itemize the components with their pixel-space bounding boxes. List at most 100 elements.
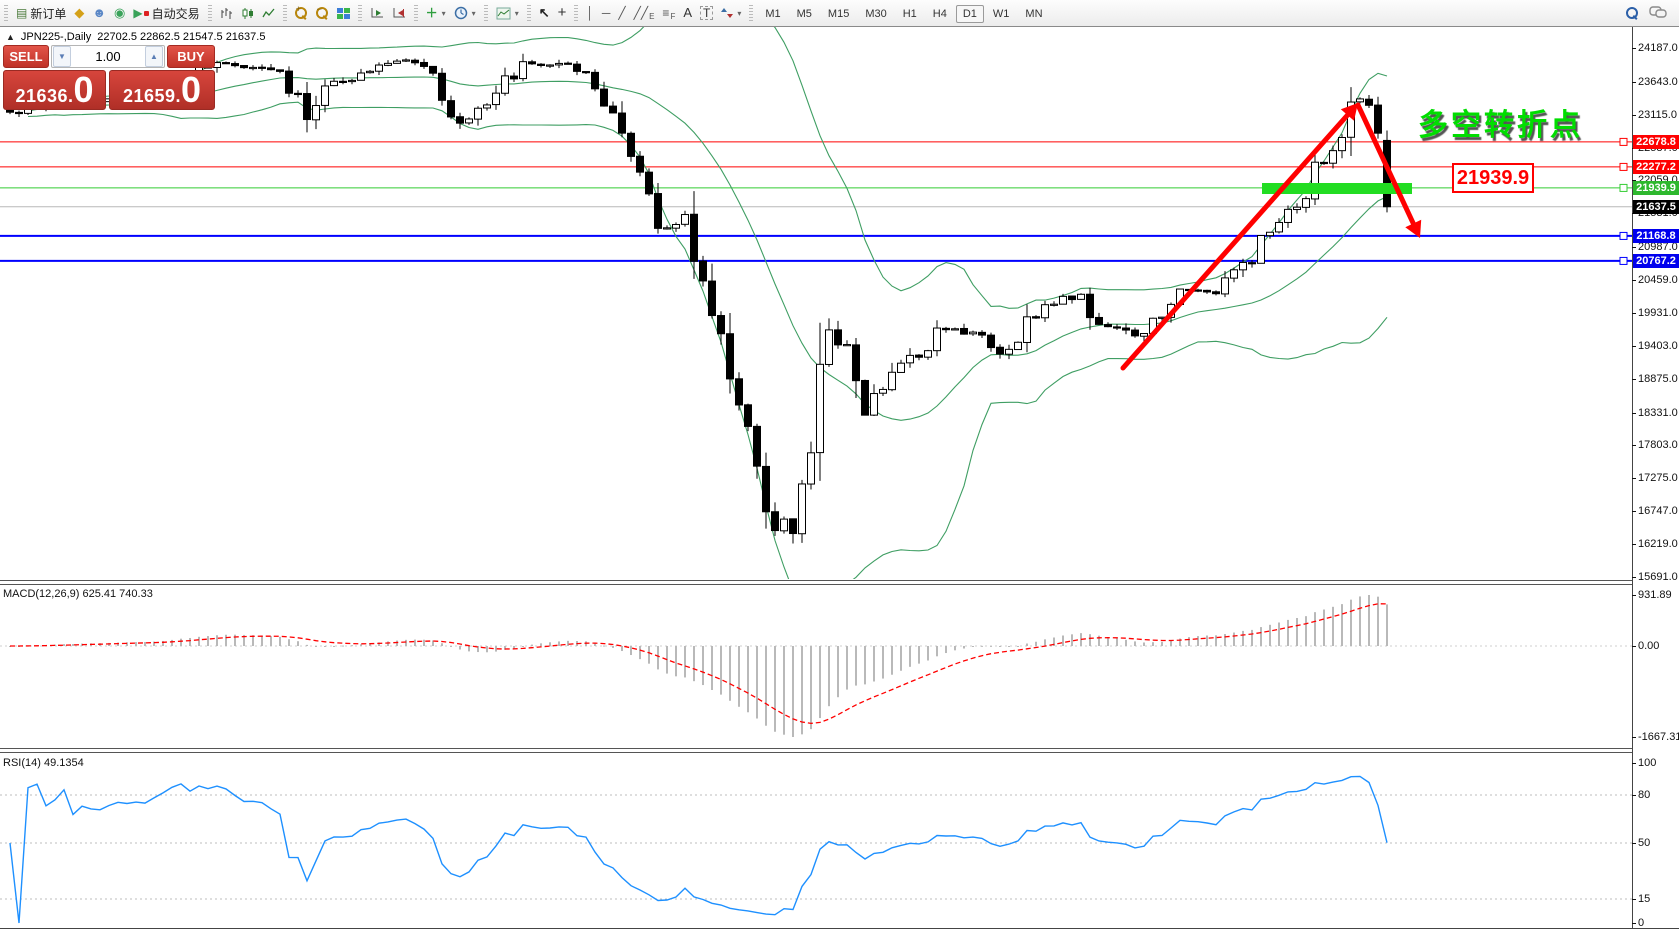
periods-button[interactable]: ▾ [450,3,480,23]
horizontal-lines-layer[interactable] [0,141,1632,262]
indicators-button[interactable]: ＋ ▾ [422,3,450,23]
sell-button[interactable]: SELL [3,45,49,68]
timeframe-m30[interactable]: M30 [865,8,887,20]
vertical-line-button[interactable]: │ [582,3,598,23]
main-chart-pane[interactable] [0,27,1632,579]
toolbar-handle[interactable] [574,5,579,21]
label-tool-button[interactable]: T [696,3,717,23]
auto-scroll-button[interactable] [366,3,388,23]
text-tool-icon: A [683,5,692,20]
timeframe-d1[interactable]: D1 [955,5,984,23]
candle-body [321,85,329,106]
horizontal-line-button[interactable]: ─ [598,3,615,23]
buy-price-button[interactable]: 21659. 0 [109,70,215,110]
chart-shift-button[interactable] [388,3,410,23]
macd-histogram-bar [945,646,947,654]
volume-stepper[interactable]: ▼ 1.00 ▲ [51,45,165,68]
timeframe-m15[interactable]: M15 [827,8,850,20]
buy-button[interactable]: BUY [167,45,215,68]
toolbar-handle[interactable] [413,5,418,21]
trend-arrow-up[interactable] [1120,103,1358,371]
profiles-button[interactable]: ▾ [492,3,523,23]
trendline-button[interactable]: ╱ [614,3,629,23]
timeframe-m1[interactable]: M1 [765,8,781,20]
macd-signal-line [10,603,1388,725]
autotrade-button[interactable]: ▶ 自动交易 [129,3,203,23]
candle-body [1077,293,1085,300]
timeframe-h4[interactable]: H4 [932,8,947,20]
guide-button[interactable]: ◆ [70,3,88,23]
new-order-button[interactable]: ▤ 新订单 [12,3,70,23]
fibonacci-button[interactable]: ≡ F [658,3,679,23]
line-anchor-squares[interactable] [1619,137,1628,265]
candle-body [564,62,572,65]
candle-body [636,155,644,173]
panel-separator[interactable] [0,748,1632,753]
macd-histogram-bar [675,646,677,677]
rsi-tick-mark [1632,923,1636,924]
sell-price-button[interactable]: 21636. 0 [3,70,106,110]
toolbar-handle[interactable] [4,5,8,21]
toolbar-handle[interactable] [282,5,287,21]
search-icon[interactable] [1626,6,1639,20]
date-axis[interactable]: 21 Nov 20191 Dec 201910 Dec 201919 Dec 2… [0,929,1679,947]
community-button[interactable]: ☻ [88,3,110,23]
volume-increase-button[interactable]: ▲ [145,46,163,67]
bar-chart-button[interactable] [216,3,237,23]
macd-histogram-bar [54,644,56,646]
timeframe-m5[interactable]: M5 [796,8,812,20]
line-chart-button[interactable] [258,3,279,23]
toolbar-handle[interactable] [207,5,212,21]
macd-histogram-bar [1368,595,1370,646]
turning-point-annotation[interactable]: 多空转折点 [1418,109,1583,142]
candle-body [240,65,248,69]
rsi-pane[interactable] [0,752,1632,927]
candlestick-button[interactable] [237,3,258,23]
macd-histogram-bar [477,646,479,653]
line-anchor-square[interactable] [1619,231,1628,240]
tile-windows-button[interactable] [333,3,354,23]
toolbar-handle[interactable] [749,5,754,21]
macd-histogram-bar [810,646,812,730]
arrows-tool-button[interactable]: ▾ [717,3,745,23]
trend-arrow-down[interactable] [1355,102,1422,238]
macd-histogram-bar [1386,604,1388,646]
macd-histogram-bar [414,639,416,646]
toolbar-handle[interactable] [357,5,362,21]
volume-value[interactable]: 1.00 [95,49,121,64]
candle-body [816,363,824,454]
panel-separator[interactable] [0,580,1632,585]
toolbar-handle[interactable] [526,5,531,21]
macd-histogram-bar [639,646,641,660]
macd-histogram-bar [1134,641,1136,646]
macd-histogram-bar [1296,618,1298,646]
chat-icon[interactable] [1649,6,1667,20]
signals-button[interactable]: ◉ [110,3,129,23]
line-anchor-square[interactable] [1619,256,1628,265]
volume-decrease-button[interactable]: ▼ [53,46,71,67]
line-anchor-square[interactable] [1619,183,1628,192]
macd-pane[interactable] [0,585,1632,747]
channel-button[interactable]: ╱╱ E [630,3,659,23]
zoom-in-button[interactable]: + [291,3,312,23]
price-tag-21939[interactable]: 21939.9 [1452,163,1534,193]
timeframe-w1[interactable]: W1 [992,8,1010,20]
timeframe-mn[interactable]: MN [1025,8,1043,20]
candle-body [1239,261,1247,271]
crosshair-button[interactable]: + [554,3,571,23]
support-zone-highlight[interactable] [1262,183,1412,194]
text-tool-button[interactable]: A [679,3,696,23]
line-anchor-square[interactable] [1619,137,1628,146]
timeframe-h1[interactable]: H1 [902,8,917,20]
line-anchor-square[interactable] [1619,162,1628,171]
macd-histogram-bar [1143,642,1145,646]
candle-body [1365,98,1373,106]
cursor-button[interactable]: ↖ [535,3,554,23]
macd-histogram-bar [1260,627,1262,646]
zoom-out-button[interactable]: − [312,3,333,23]
candle-body [645,171,653,195]
toolbar-handle[interactable] [483,5,488,21]
macd-histogram-bar [423,639,425,646]
candle-body [231,63,239,67]
price-line-label: 20767.2 [1633,254,1679,268]
